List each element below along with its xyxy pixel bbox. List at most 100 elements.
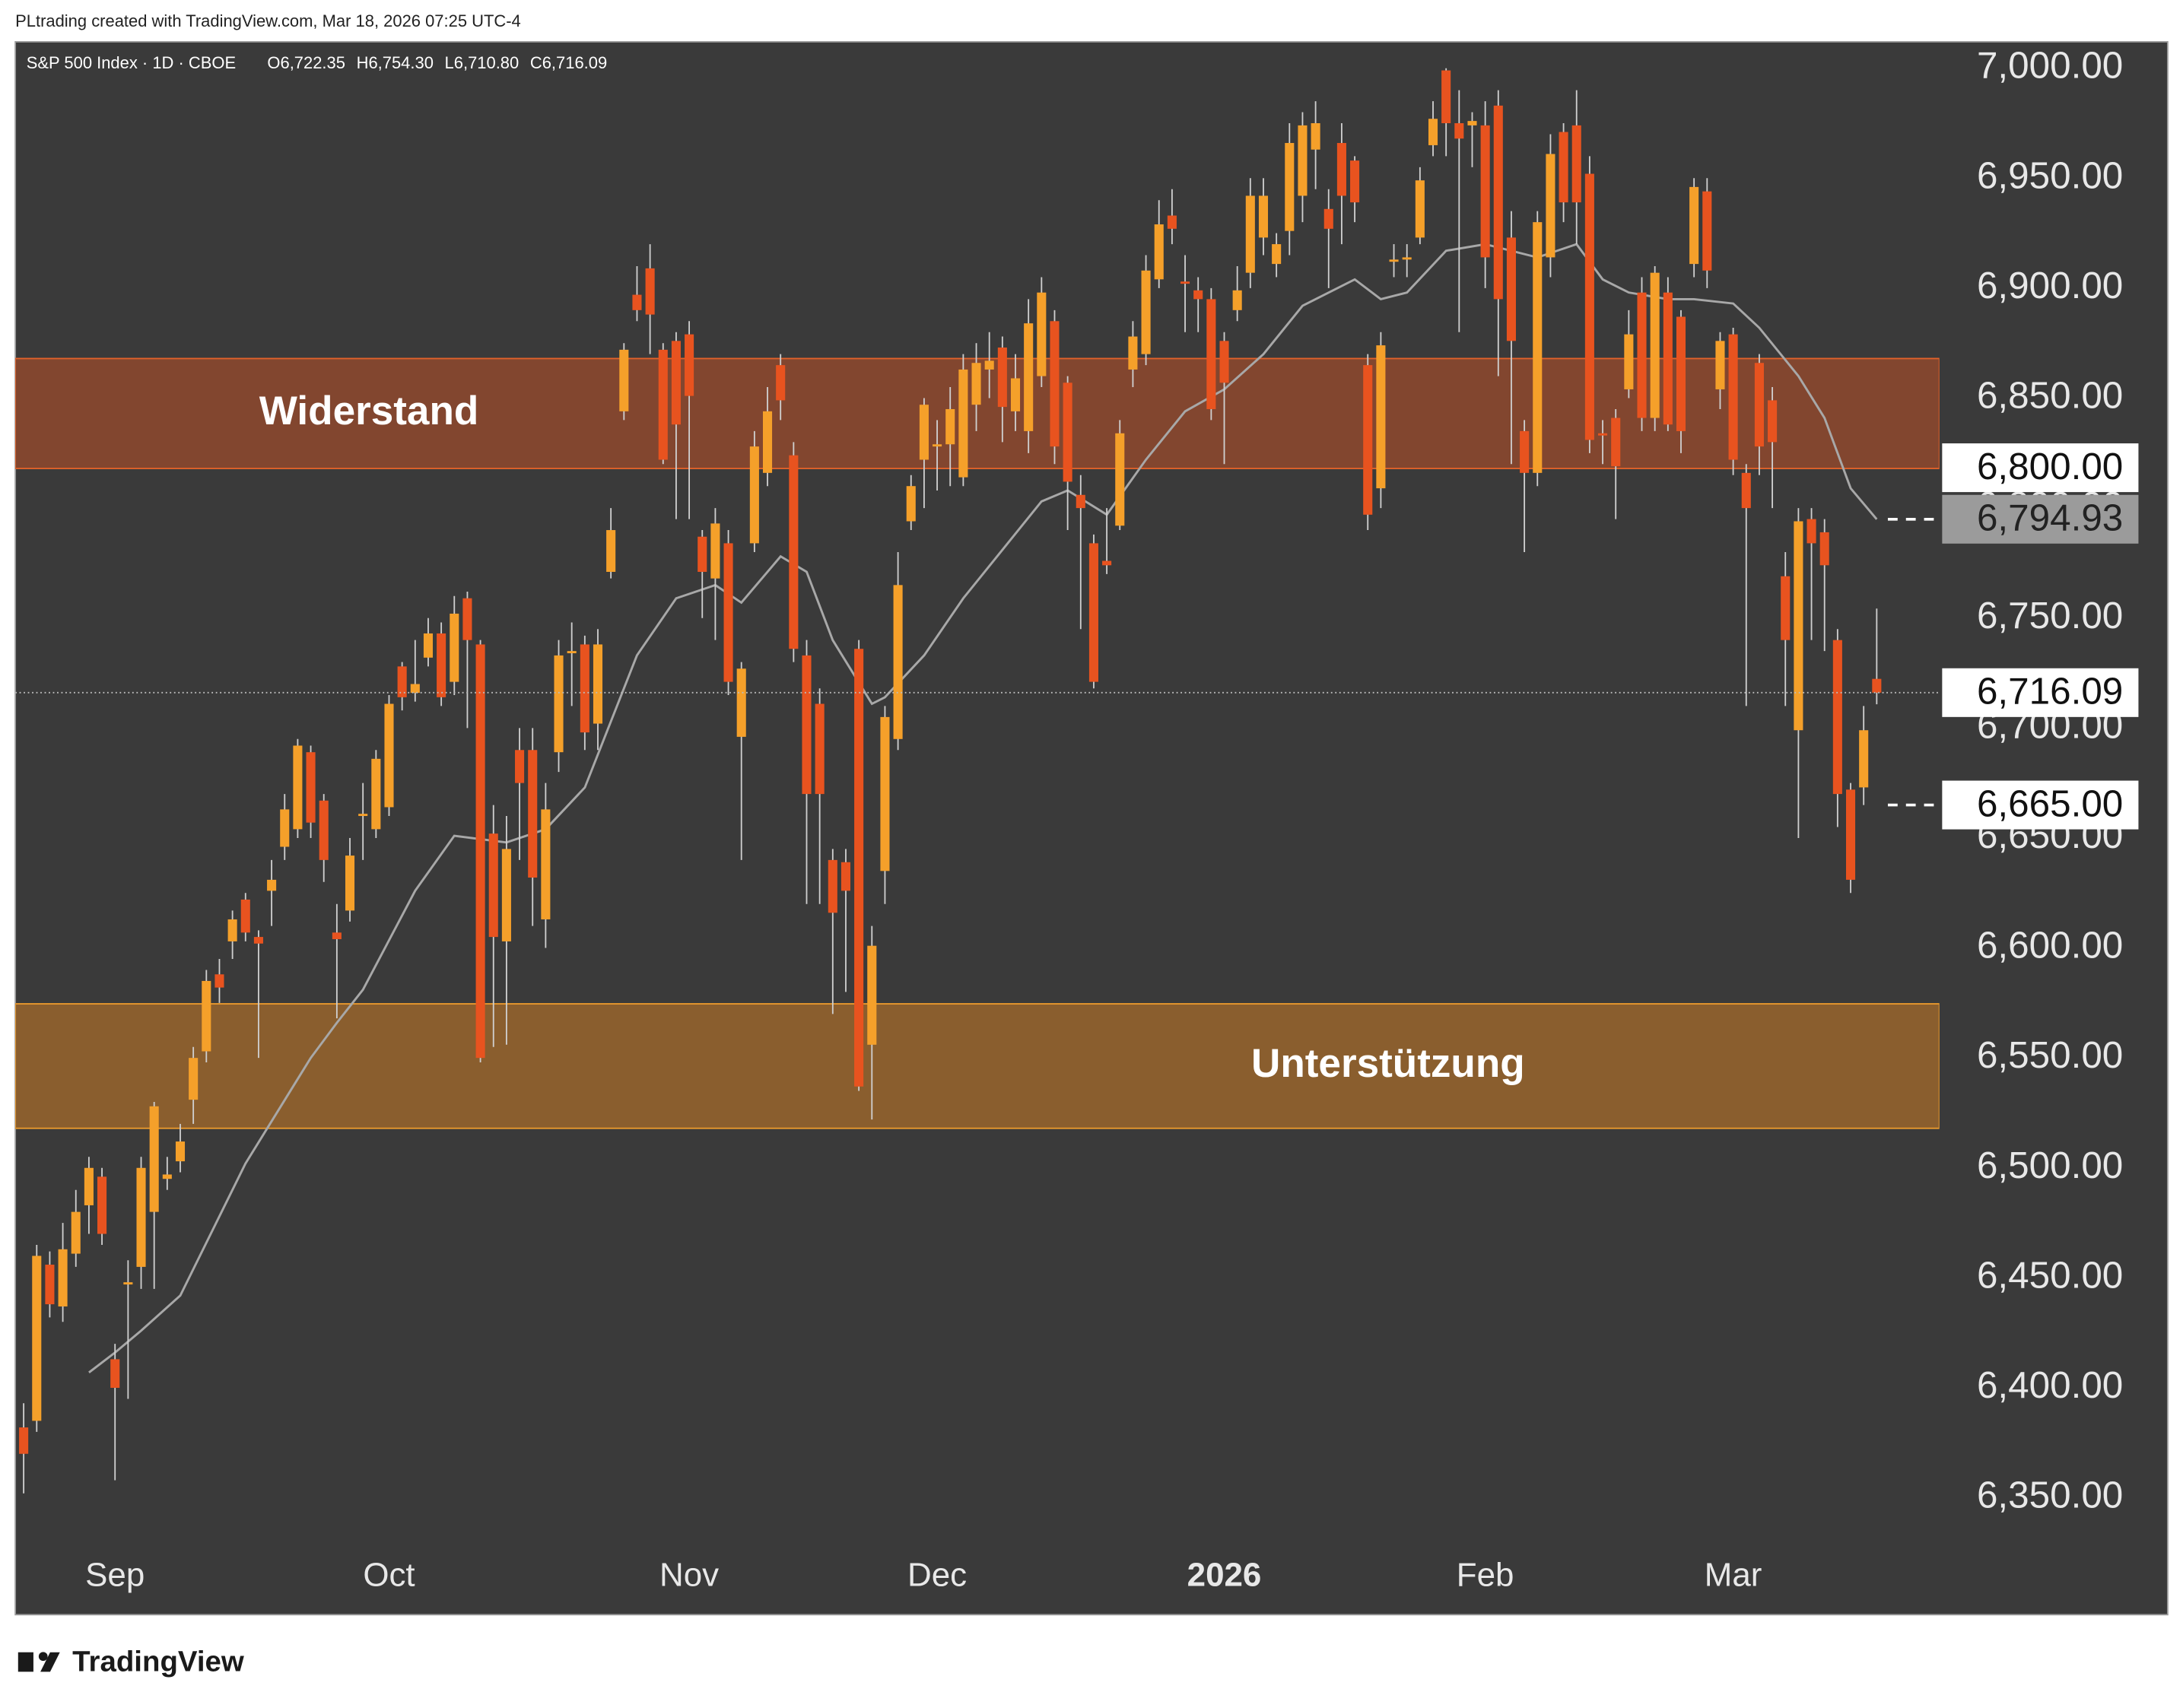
candle-body [1781, 576, 1791, 640]
candle-body [267, 879, 277, 891]
candle-body [1533, 222, 1543, 473]
y-tick-label: 6,600.00 [1977, 925, 2123, 967]
candle-body [488, 833, 498, 938]
candle-body [880, 716, 890, 871]
candle-body [554, 655, 564, 753]
candle-body [1454, 122, 1464, 139]
candle-body [1219, 341, 1229, 383]
x-tick-label: Oct [363, 1556, 415, 1593]
ohlc-value: H6,754.30 [357, 53, 434, 72]
x-tick-label: 2026 [1187, 1556, 1262, 1593]
candle-body [149, 1106, 159, 1212]
plot: Widerstand Unterstützung [15, 68, 1940, 1494]
candle-body [1611, 417, 1621, 467]
candle-body [906, 486, 916, 522]
candle-body [1088, 543, 1098, 682]
candle-body [293, 745, 303, 830]
candle-body [1859, 730, 1869, 788]
candle-body [1689, 186, 1699, 265]
candle-body [671, 341, 681, 425]
candle-body [984, 360, 994, 370]
candle-body [1794, 521, 1803, 731]
candle-body [1363, 365, 1373, 515]
candle-body [1728, 334, 1738, 460]
candle-body [1311, 122, 1320, 150]
candle-body [515, 750, 525, 783]
candle-body [1754, 363, 1764, 447]
candle-body [749, 446, 759, 544]
candle-body [136, 1167, 146, 1267]
candle-body [1768, 400, 1778, 443]
candle-body [567, 651, 577, 654]
candle-body [945, 408, 955, 445]
candle-body [1584, 173, 1594, 440]
y-tick-label: 6,950.00 [1977, 154, 2123, 196]
candle-body [580, 644, 589, 733]
zone [15, 1003, 1940, 1129]
candle-body [1154, 224, 1164, 280]
candle-body [1546, 154, 1555, 258]
candle-body [1493, 105, 1503, 300]
candle-body [1663, 292, 1673, 425]
candle-body [1050, 321, 1060, 447]
candle-body [1115, 433, 1125, 526]
candle-body [423, 633, 434, 658]
candle-body [306, 752, 316, 823]
candle-body [1180, 281, 1190, 284]
candle-body [867, 945, 877, 1045]
candle-body [776, 365, 786, 401]
candle-body [162, 1174, 172, 1179]
candle-body [1598, 433, 1608, 436]
candle-body [384, 703, 394, 808]
price-label: 6,665.00 [1977, 783, 2123, 824]
price-label-box [1942, 668, 2139, 717]
candle-body [1193, 290, 1203, 300]
x-tick-label: Mar [1705, 1556, 1762, 1593]
candle-body [1637, 292, 1647, 418]
candle-body [410, 684, 420, 694]
logo-mark [40, 1652, 60, 1672]
candle-body [1506, 237, 1516, 341]
candle-body [710, 523, 720, 579]
candle-body [227, 919, 237, 941]
candle-body [619, 349, 629, 411]
candle-body [1272, 244, 1282, 265]
price-label: 6,800.00 [1977, 446, 2123, 487]
candle-body [1010, 378, 1021, 411]
candle-body [280, 809, 290, 847]
candle-body [1624, 334, 1634, 389]
price-label: 6,716.09 [1977, 671, 2123, 713]
candle-body [19, 1427, 29, 1454]
candle-body [840, 862, 851, 891]
y-tick-label: 6,500.00 [1977, 1144, 2123, 1186]
ohlc-value: L6,710.80 [445, 53, 520, 72]
candle-body [1845, 789, 1856, 880]
candle-body [1232, 290, 1242, 310]
candle-body [175, 1141, 186, 1162]
price-label-box [1942, 780, 2139, 830]
candle-body [1415, 180, 1425, 238]
candle-body [593, 644, 603, 724]
candle-body [1467, 121, 1477, 125]
candle-body [189, 1058, 199, 1100]
candle-body [397, 666, 407, 697]
candle-body [1102, 560, 1112, 566]
logo: TradingView [17, 1646, 244, 1678]
candle-body [358, 814, 368, 817]
logo-text: TradingView [72, 1646, 244, 1678]
candle-body [658, 349, 668, 460]
candle-body [32, 1256, 42, 1421]
chart-frame [14, 41, 2169, 1616]
candle-body [919, 405, 929, 460]
x-tick-label: Dec [907, 1556, 967, 1593]
candle-body [462, 598, 472, 640]
candle-body [84, 1167, 94, 1205]
symbol: S&P 500 Index · 1D · CBOE [27, 53, 236, 72]
candle-body [789, 455, 799, 649]
x-tick-label: Nov [659, 1556, 719, 1593]
candle-body [802, 655, 812, 795]
ohlc-value: C6,716.09 [530, 53, 607, 72]
candle-body [1741, 472, 1751, 509]
credit: PLtrading created with TradingView.com, … [15, 11, 521, 30]
candle-body [1650, 272, 1660, 418]
